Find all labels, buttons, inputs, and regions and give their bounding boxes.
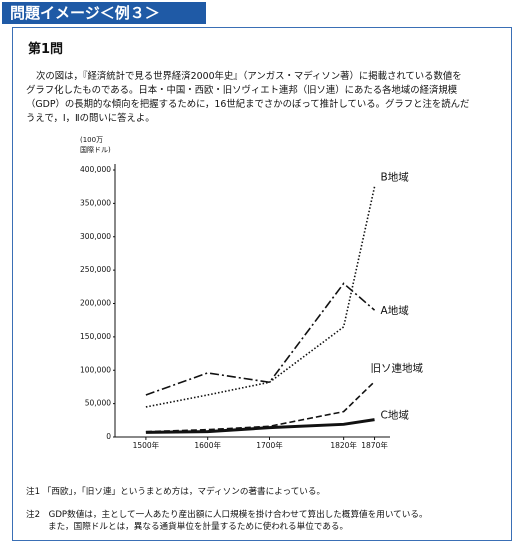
y-tick-label: 50,000 bbox=[85, 399, 111, 408]
question-text: 次の図は，『経済統計で見る世界経済2000年史』（アンガス・マディソン著）に掲載… bbox=[36, 71, 462, 82]
note: 注2 GDP数値は，主として一人あたり産出額に人口規模を掛け合わせて算出した概算… bbox=[26, 510, 428, 520]
note: 注1 「西欧」，「旧ソ連」というまとめ方は，マディソンの著書によっている。 bbox=[26, 487, 326, 497]
series-label: A地域 bbox=[381, 304, 410, 317]
x-tick-label: 1870年 bbox=[361, 440, 388, 450]
y-tick-label: 400,000 bbox=[80, 165, 111, 174]
series-label: B地域 bbox=[381, 171, 410, 184]
question-box bbox=[12, 27, 512, 541]
y-tick-label: 350,000 bbox=[80, 198, 111, 207]
series-label: 旧ソ連地域 bbox=[371, 362, 424, 375]
y-axis-label: (100万 bbox=[80, 136, 103, 144]
y-axis-label: 国際ドル) bbox=[80, 145, 111, 154]
series-line bbox=[145, 381, 376, 433]
question-text: うえで，Ⅰ，Ⅱの問いに答えよ。 bbox=[26, 113, 155, 124]
x-tick-label: 1600年 bbox=[194, 440, 221, 450]
question-number: 第1問 bbox=[28, 42, 64, 57]
x-tick-label: 1500年 bbox=[133, 440, 160, 450]
series-line bbox=[145, 282, 376, 396]
series-line bbox=[145, 418, 375, 434]
question-text: （GDP）の長期的な傾向を把握するために，16世紀までさかのぼって推計している。… bbox=[26, 99, 470, 110]
series-label: C地域 bbox=[381, 409, 410, 422]
header-title: 問題イメージ＜例３＞ bbox=[2, 2, 206, 24]
x-tick-label: 1700年 bbox=[256, 440, 283, 450]
note: また，国際ドルとは，異なる通貨単位を計量するために使われる単位である。 bbox=[48, 522, 349, 532]
y-tick-label: 150,000 bbox=[80, 332, 111, 341]
y-tick-label: 200,000 bbox=[80, 299, 111, 308]
series-line bbox=[145, 186, 376, 408]
y-tick-label: 300,000 bbox=[80, 232, 111, 241]
question-text: グラフ化したものである。日本・中国・西欧・旧ソヴィエト連邦（旧ソ連）にあたる各地… bbox=[26, 85, 458, 96]
x-tick-label: 1820年 bbox=[330, 440, 357, 450]
y-tick-label: 250,000 bbox=[80, 265, 111, 274]
y-tick-label: 0 bbox=[106, 432, 111, 441]
y-tick-label: 100,000 bbox=[80, 365, 111, 374]
